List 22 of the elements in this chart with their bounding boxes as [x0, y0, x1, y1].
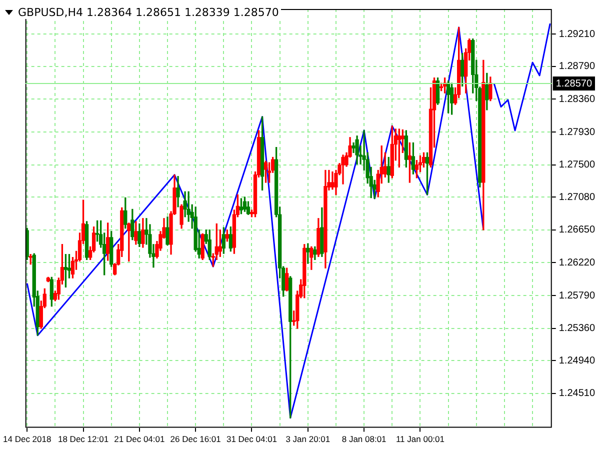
y-tick-label: 1.25360: [558, 323, 596, 334]
y-tick-label: 1.27500: [558, 160, 596, 171]
x-tick-label: 3 Jan 20:01: [286, 434, 330, 444]
x-tick-label: 11 Jan 00:01: [396, 434, 445, 444]
y-tick-label: 1.26220: [558, 257, 596, 268]
y-tick-label: 1.24510: [558, 388, 596, 400]
y-tick-label: 1.25790: [558, 290, 596, 302]
x-tick-label: 31 Dec 04:01: [226, 434, 278, 444]
x-tick-label: 18 Dec 12:01: [58, 434, 109, 444]
y-tick-label: 1.24940: [558, 355, 596, 366]
x-tick-label: 26 Dec 16:01: [170, 434, 222, 444]
x-tick-label: 8 Jan 08:01: [342, 434, 387, 444]
chart-title: GBPUSD,H4 1.28364 1.28651 1.28339 1.28570: [18, 6, 279, 19]
x-tick-label: 21 Dec 04:01: [114, 434, 165, 444]
y-tick-label: 1.27080: [558, 192, 596, 203]
y-tick-label: 1.28360: [558, 94, 596, 105]
ref-line-label: 1.28570: [556, 78, 592, 90]
y-tick-label: 1.29210: [558, 28, 596, 40]
y-tick-label: 1.28790: [558, 61, 596, 72]
y-tick-label: 1.26650: [558, 224, 596, 236]
x-tick-label: 14 Dec 2018: [3, 434, 52, 444]
y-tick-label: 1.27930: [558, 126, 596, 138]
